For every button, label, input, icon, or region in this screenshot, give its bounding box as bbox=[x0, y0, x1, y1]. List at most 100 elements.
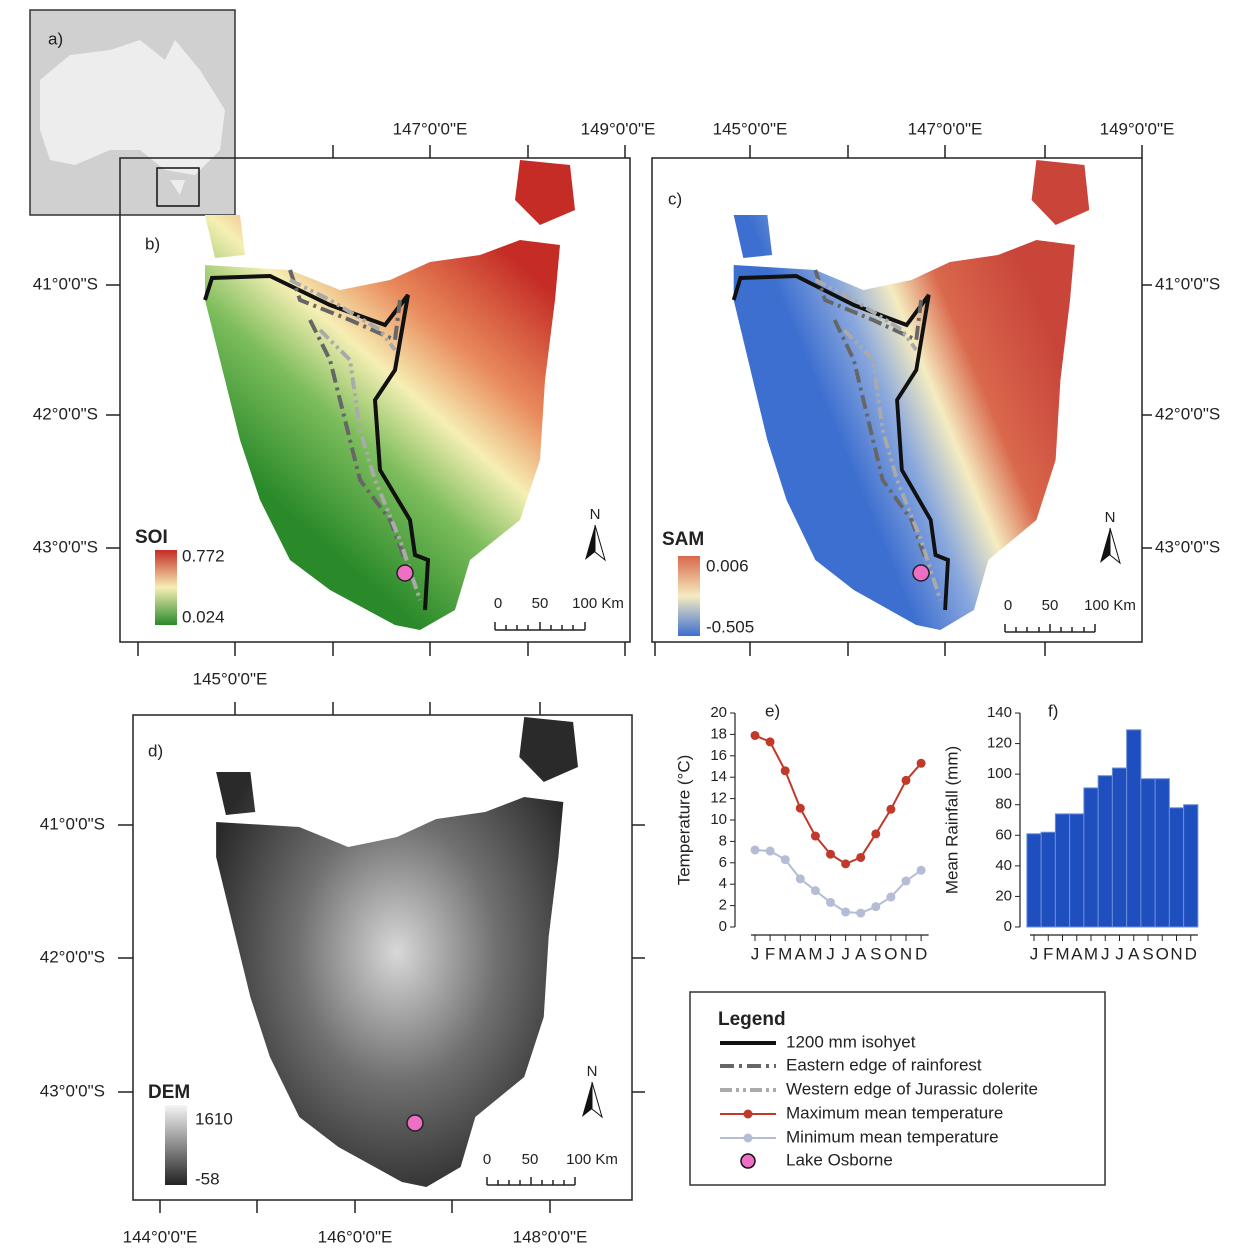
lon-label: 147°0'0"E bbox=[908, 119, 983, 138]
scale-label: 50 bbox=[1042, 597, 1059, 614]
scale-label: 50 bbox=[522, 1151, 539, 1168]
legend: Legend 1200 mm isohyet Eastern edge of r… bbox=[689, 991, 1106, 1186]
x-tick-label: M bbox=[808, 944, 822, 963]
y-tick-label: 6 bbox=[719, 854, 727, 871]
y-tick-label: 10 bbox=[710, 811, 727, 828]
color-bar bbox=[155, 550, 177, 625]
x-tick-label: S bbox=[870, 944, 881, 963]
bar bbox=[1069, 813, 1085, 928]
australia bbox=[40, 40, 225, 195]
x-tick-label: F bbox=[765, 944, 775, 963]
lat-label: 41°0'0"S bbox=[1155, 274, 1220, 293]
point bbox=[856, 852, 866, 862]
point bbox=[871, 829, 881, 839]
lat-label: 42°0'0"S bbox=[1155, 404, 1220, 423]
point bbox=[856, 908, 866, 918]
x-tick-label: J bbox=[751, 944, 760, 963]
point bbox=[841, 859, 851, 869]
point bbox=[886, 804, 896, 814]
point bbox=[916, 865, 926, 875]
bar bbox=[1111, 767, 1128, 928]
y-tick-label: 18 bbox=[710, 725, 727, 742]
bar bbox=[1097, 775, 1113, 928]
index-max: 0.772 bbox=[182, 546, 225, 565]
y-tick-label: 0 bbox=[719, 918, 727, 935]
y-tick-label: 8 bbox=[719, 832, 727, 849]
lon-label: 148°0'0"E bbox=[513, 1227, 588, 1246]
panel-b: b) 147°0'0"E 149°0'0"E 41°0'0"S 42°0'0"S… bbox=[33, 119, 655, 656]
lat-label: 42°0'0"S bbox=[33, 404, 98, 423]
color-bar bbox=[678, 556, 700, 636]
point bbox=[750, 845, 760, 855]
sam-surface bbox=[733, 160, 1090, 630]
y-tick-label: 14 bbox=[710, 768, 727, 785]
point bbox=[871, 902, 881, 912]
bar bbox=[1183, 804, 1199, 928]
panel-a: a) bbox=[29, 9, 236, 216]
point bbox=[750, 730, 760, 740]
index-max: 0.006 bbox=[706, 556, 749, 575]
scale-label: 50 bbox=[532, 595, 549, 612]
lat-label: 42°0'0"S bbox=[40, 947, 105, 966]
x-tick-label: J bbox=[1101, 944, 1110, 963]
panel-label: a) bbox=[48, 29, 63, 48]
scale-label: 100 Km bbox=[1084, 597, 1136, 614]
x-tick-label: S bbox=[1142, 944, 1153, 963]
x-tick-label: A bbox=[1128, 944, 1140, 963]
dem-surface bbox=[216, 717, 578, 1187]
x-tick-label: J bbox=[841, 944, 850, 963]
lon-label: 145°0'0"E bbox=[193, 669, 268, 688]
x-tick-label: D bbox=[1185, 944, 1197, 963]
x-tick-label: M bbox=[1084, 944, 1098, 963]
map-frame bbox=[651, 157, 1143, 643]
point bbox=[810, 886, 820, 896]
x-tick-label: D bbox=[915, 944, 927, 963]
scale-label: 0 bbox=[483, 1151, 491, 1168]
panel-label: f) bbox=[1048, 701, 1058, 720]
lon-label: 145°0'0"E bbox=[713, 119, 788, 138]
x-tick-label: F bbox=[1043, 944, 1053, 963]
y-tick-label: 12 bbox=[710, 790, 727, 807]
legend-label: Lake Osborne bbox=[786, 1150, 893, 1169]
point bbox=[886, 892, 896, 902]
y-tick-label: 16 bbox=[710, 747, 727, 764]
legend-label: Eastern edge of rainforest bbox=[786, 1055, 982, 1074]
point bbox=[765, 846, 775, 856]
panel-label: e) bbox=[765, 701, 780, 720]
point bbox=[901, 775, 911, 785]
scale-label: 0 bbox=[1004, 597, 1012, 614]
x-tick-label: A bbox=[795, 944, 807, 963]
y-tick-label: 20 bbox=[995, 887, 1012, 904]
y-tick-label: 140 bbox=[987, 704, 1012, 721]
x-tick-label: N bbox=[900, 944, 912, 963]
x-tick-label: N bbox=[1170, 944, 1182, 963]
point bbox=[795, 803, 805, 813]
x-tick-label: O bbox=[1156, 944, 1169, 963]
x-tick-label: O bbox=[884, 944, 897, 963]
lon-label: 144°0'0"E bbox=[123, 1227, 198, 1246]
scale-bar bbox=[486, 1177, 576, 1186]
y-tick-label: 60 bbox=[995, 826, 1012, 843]
index-min: -0.505 bbox=[706, 617, 754, 636]
legend-label: Western edge of Jurassic dolerite bbox=[786, 1079, 1038, 1098]
bar bbox=[1140, 778, 1156, 928]
lat-label: 43°0'0"S bbox=[1155, 537, 1220, 556]
point bbox=[841, 907, 851, 917]
scale-label: 0 bbox=[494, 595, 502, 612]
x-tick-label: J bbox=[1115, 944, 1124, 963]
point bbox=[826, 897, 835, 907]
point bbox=[795, 874, 805, 884]
bar bbox=[1126, 729, 1142, 928]
bar bbox=[1083, 787, 1099, 928]
index-min: 0.024 bbox=[182, 607, 225, 626]
study-box bbox=[156, 167, 200, 207]
tick-marks bbox=[106, 145, 626, 656]
index-max: 1610 bbox=[195, 1109, 233, 1128]
panel-c: c) 145°0'0"E 147°0'0"E 149°0'0"E 41°0'0"… bbox=[651, 119, 1220, 656]
panel-d: d) 145°0'0"E 41°0'0"S 42°0'0"S 43°0'0"S … bbox=[40, 669, 645, 1246]
north-label: N bbox=[587, 1063, 598, 1080]
point bbox=[780, 766, 790, 776]
y-tick-label: 80 bbox=[995, 796, 1012, 813]
north-label: N bbox=[1105, 509, 1116, 526]
